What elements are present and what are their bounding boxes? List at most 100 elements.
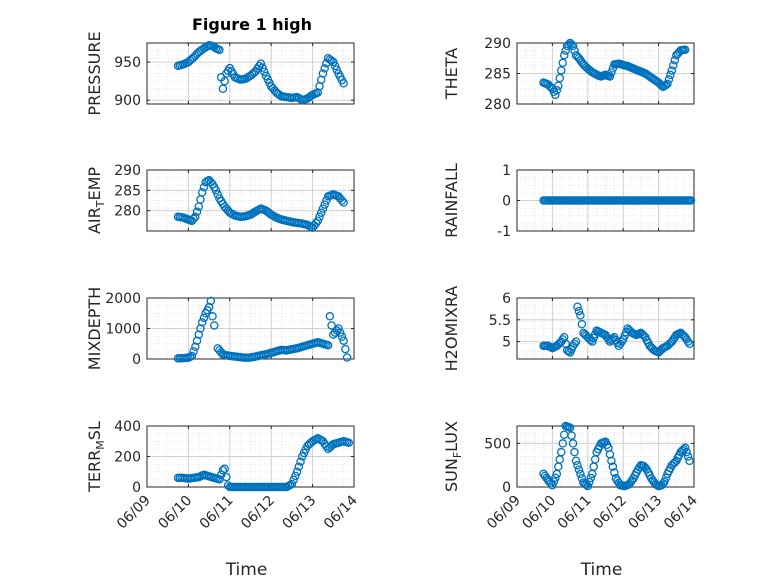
data-point (608, 462, 618, 471)
data-point (189, 214, 198, 224)
data-point (289, 475, 298, 485)
data-point (337, 332, 347, 341)
data-point (344, 438, 354, 448)
x-tick-label: 06/09 (114, 493, 154, 533)
data-point (551, 473, 560, 482)
data-point (680, 45, 690, 54)
data-point (574, 465, 584, 474)
y-tick-label: 200 (114, 450, 141, 466)
data-point (189, 347, 198, 356)
data-point (339, 198, 348, 207)
data-point (548, 481, 557, 490)
data-point (669, 61, 678, 70)
data-point (574, 306, 584, 316)
data-point (291, 471, 300, 481)
data-point (685, 456, 694, 466)
data-point (210, 321, 219, 330)
data-point (583, 481, 593, 491)
y-tick-label: -1 (497, 224, 511, 240)
y-tick-label: 290 (484, 36, 511, 52)
data-point (327, 321, 336, 330)
y-axis-label: MIXDEPTH (85, 287, 104, 370)
y-tick-label: 0 (132, 352, 141, 368)
y-tick-label: 0 (502, 480, 511, 496)
axes-box (146, 42, 355, 105)
axes-box (516, 425, 695, 488)
data-point (552, 86, 562, 95)
y-tick-label: 950 (114, 55, 141, 71)
x-tick-label: 06/10 (519, 493, 559, 533)
data-point (576, 469, 585, 479)
data-point (680, 443, 690, 453)
data-point (323, 341, 333, 350)
data-point (342, 353, 352, 362)
data-point (318, 69, 328, 78)
y-tick-label: 400 (114, 419, 141, 435)
data-point (222, 472, 231, 482)
data-point (667, 66, 677, 75)
y-tick-label: 290 (114, 163, 141, 179)
subplot-sun-flux: 0 500 SUNFLUX 06/0906/1006/1106/1206/1306/1… (442, 421, 701, 580)
data-point (191, 212, 200, 222)
y-axis-label: TERRMSL (85, 421, 107, 493)
data-point (191, 342, 200, 352)
x-tick-label: 06/09 (484, 493, 524, 533)
x-axis-label: Time (580, 560, 623, 580)
data-point (199, 183, 209, 192)
y-tick-label: 5 (502, 335, 511, 351)
data-point (325, 312, 335, 321)
data-point (197, 188, 207, 197)
y-tick-label: 2000 (105, 291, 141, 307)
data-point (311, 218, 321, 228)
y-tick-label: 5.5 (489, 313, 511, 329)
data-point (218, 84, 228, 94)
data-point (570, 339, 579, 348)
data-point (315, 212, 324, 222)
x-tick-label: 06/12 (590, 493, 630, 533)
data-point (192, 207, 202, 216)
subplot-terr-msl: 0 200 400 TERRMSL 06/09 06/10 06/11 06/12 06/13 0… (85, 419, 361, 580)
y-tick-label: 285 (114, 183, 141, 199)
data-point (196, 195, 205, 204)
data-point (187, 351, 197, 361)
data-point (197, 318, 207, 327)
data-point (567, 431, 576, 440)
y-axis-label: RAINFALL (442, 163, 461, 238)
x-tick-label: 06/13 (280, 493, 320, 533)
y-axis-label: AIRTEMP (85, 167, 107, 234)
data-point (213, 190, 222, 199)
data-point (559, 430, 569, 439)
data-point (318, 204, 328, 213)
x-tick-label: 06/14 (661, 492, 701, 532)
y-tick-label: 1 (502, 163, 511, 179)
data-point (337, 196, 347, 205)
data-point (204, 302, 214, 312)
data-point (341, 344, 350, 354)
y-axis-label: H2OMIXRA (442, 286, 461, 372)
data-point (199, 313, 209, 323)
data-point (329, 57, 338, 67)
data-point (555, 73, 565, 83)
data-point (557, 66, 566, 75)
x-tick-label: 06/10 (155, 493, 195, 533)
data-point (194, 330, 203, 339)
data-point (334, 324, 343, 333)
y-axis-label: SUNFLUX (442, 421, 464, 492)
data-point (256, 59, 266, 68)
data-point (610, 468, 619, 477)
data-point (554, 81, 563, 90)
data-point (208, 312, 217, 321)
axes-box (516, 297, 695, 360)
subplot-grid: 900 950 PRESSURE 280 285 290 THETA 280 285 290 AIR… (85, 31, 701, 580)
y-tick-label: 1000 (105, 322, 141, 338)
data-point (296, 457, 305, 466)
y-tick-label: 500 (484, 436, 511, 452)
data-point (215, 45, 224, 55)
data-point (686, 196, 696, 205)
data-point (589, 462, 598, 471)
subplot-air-temp: 280 285 290 AIRTEMP (85, 163, 355, 234)
y-tick-label: 900 (114, 93, 141, 109)
data-point (316, 208, 326, 217)
